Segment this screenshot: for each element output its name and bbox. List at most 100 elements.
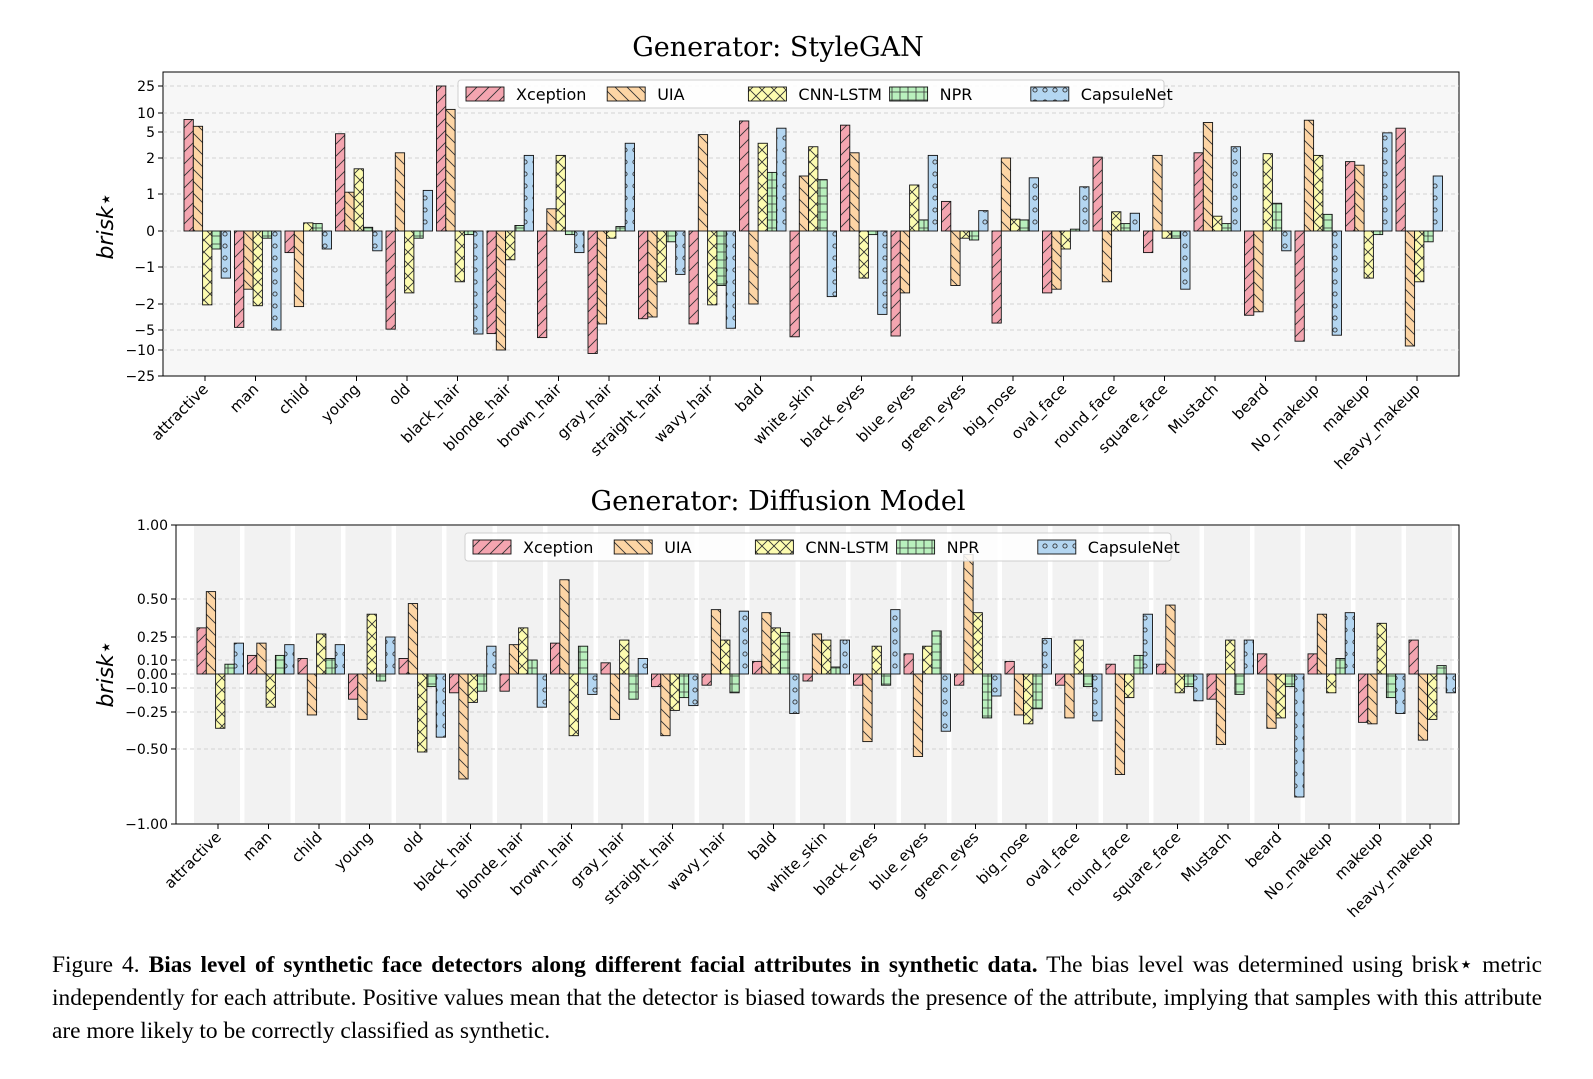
bar-capsulenet-mustach (1230, 146, 1241, 232)
bar-uia-man (256, 642, 267, 675)
bar-cnn-lstm-white_skin (821, 639, 832, 675)
bar-capsulenet-man (284, 644, 295, 675)
bar-capsulenet-brown_hair (574, 230, 585, 254)
y-tick-label: 10 (137, 106, 155, 122)
bar-npr-round_face (1120, 223, 1131, 232)
bar-npr-black_hair (463, 230, 475, 236)
bar-xception-black_eyes (853, 673, 864, 686)
y-tick-label: −0.10 (125, 681, 168, 697)
bar-uia-black_eyes (849, 152, 860, 232)
bar-uia-black_hair (445, 108, 456, 232)
bar-npr-straight_hair (665, 230, 677, 243)
bar-uia-makeup (1367, 673, 1378, 725)
bar-uia-no_makeup (1316, 613, 1328, 675)
bar-npr-no_makeup (1322, 213, 1333, 232)
bar-xception-blonde_hair (486, 230, 497, 335)
bar-uia-brown_hair (546, 208, 557, 232)
bar-capsulenet-blonde_hair (536, 673, 547, 708)
bar-uia-beard (1266, 673, 1277, 729)
bar-cnn-lstm-wavy_hair (707, 230, 718, 306)
bar-uia-young (344, 191, 355, 232)
y-tick-label: −1 (134, 260, 155, 276)
legend-label: Xception (516, 85, 586, 104)
bar-npr-gray_hair (628, 673, 639, 700)
bar-capsulenet-makeup (1395, 673, 1406, 714)
bar-xception-white_skin (789, 230, 800, 338)
bar-uia-heavy_makeup (1417, 673, 1429, 741)
bar-cnn-lstm-wavy_hair (720, 639, 731, 675)
bar-xception-beard (1244, 230, 1255, 316)
bar-capsulenet-young (372, 230, 383, 252)
bar-cnn-lstm-green_eyes (972, 612, 983, 675)
x-tick-label: heavy_makeup (1344, 828, 1438, 922)
bar-xception-attractive (196, 627, 207, 675)
bar-cnn-lstm-attractive (202, 230, 213, 306)
bar-xception-young (348, 673, 359, 700)
x-tick-label: attractive (161, 828, 225, 892)
y-tick-label: −2 (134, 297, 155, 313)
bar-cnn-lstm-bald (757, 142, 768, 232)
bar-xception-black_hair (449, 673, 460, 694)
bar-cnn-lstm-oval_face (1073, 639, 1084, 675)
bar-cnn-lstm-brown_hair (568, 673, 579, 737)
bar-capsulenet-brown_hair (587, 673, 598, 695)
bar-npr-attractive (211, 230, 222, 250)
bar-cnn-lstm-man (265, 673, 276, 708)
y-axis-label: brisk⋆ (94, 640, 119, 707)
bar-npr-big_nose (1019, 219, 1030, 232)
category-band (749, 526, 796, 823)
legend-label: CNN-LSTM (805, 538, 889, 557)
bar-npr-blonde_hair (514, 224, 525, 232)
bar-xception-oval_face (1042, 230, 1053, 294)
legend-label: CapsuleNet (1088, 538, 1180, 557)
bar-cnn-lstm-mustach (1212, 215, 1223, 232)
bar-xception-square_face (1143, 230, 1154, 254)
bar-capsulenet-makeup (1382, 132, 1393, 232)
bar-cnn-lstm-young (353, 168, 364, 232)
bar-uia-young (357, 673, 368, 720)
x-tick-label: young (318, 380, 364, 426)
y-tick-label: −5 (134, 323, 155, 339)
bar-npr-bald (779, 631, 791, 675)
bar-uia-attractive (205, 591, 217, 675)
bar-xception-young (335, 133, 346, 232)
bar-capsulenet-no_makeup (1331, 230, 1342, 336)
bar-capsulenet-blue_eyes (940, 673, 951, 732)
bar-npr-brown_hair (564, 230, 576, 236)
bar-capsulenet-black_eyes (890, 609, 901, 675)
legend-label: NPR (940, 85, 973, 104)
legend-item-npr: NPR (889, 85, 973, 104)
bar-uia-brown_hair (559, 579, 570, 675)
legend-label: UIA (664, 538, 691, 557)
bar-uia-bald (748, 230, 759, 305)
bar-capsulenet-green_eyes (978, 210, 989, 232)
bar-xception-man (247, 654, 258, 675)
bar-xception-black_hair (436, 85, 447, 232)
bar-npr-beard (1284, 673, 1296, 688)
bar-cnn-lstm-square_face (1174, 673, 1185, 694)
chart-title: Generator: Diffusion Model (591, 486, 966, 517)
legend-item-cnn-lstm: CNN-LSTM (754, 538, 889, 557)
bar-npr-makeup (1372, 230, 1384, 236)
bar-xception-mustach (1193, 152, 1204, 232)
bar-capsulenet-black_eyes (877, 230, 888, 315)
bar-capsulenet-green_eyes (991, 673, 1002, 697)
bar-cnn-lstm-gray_hair (619, 639, 630, 675)
bar-uia-black_hair (458, 673, 469, 780)
bar-cnn-lstm-blonde_hair (505, 230, 516, 261)
diffusion-chart: Generator: Diffusion Model 1.00 0.50 0.25 0… (94, 486, 1460, 922)
bar-npr-white_skin (830, 666, 841, 675)
bar-cnn-lstm-old (404, 230, 415, 294)
bar-xception-child (284, 230, 295, 254)
x-tick-label: Mustach (1177, 828, 1234, 885)
bar-npr-round_face (1133, 654, 1144, 675)
bar-uia-big_nose (1013, 673, 1025, 716)
bar-uia-blonde_hair (508, 644, 520, 675)
bar-uia-black_eyes (862, 673, 873, 743)
y-tick-label: 0 (146, 224, 155, 240)
bar-uia-old (394, 152, 406, 232)
bar-cnn-lstm-black_hair (467, 673, 478, 703)
bar-npr-oval_face (1082, 673, 1094, 688)
bar-uia-child (293, 230, 305, 308)
bar-xception-square_face (1156, 663, 1167, 675)
